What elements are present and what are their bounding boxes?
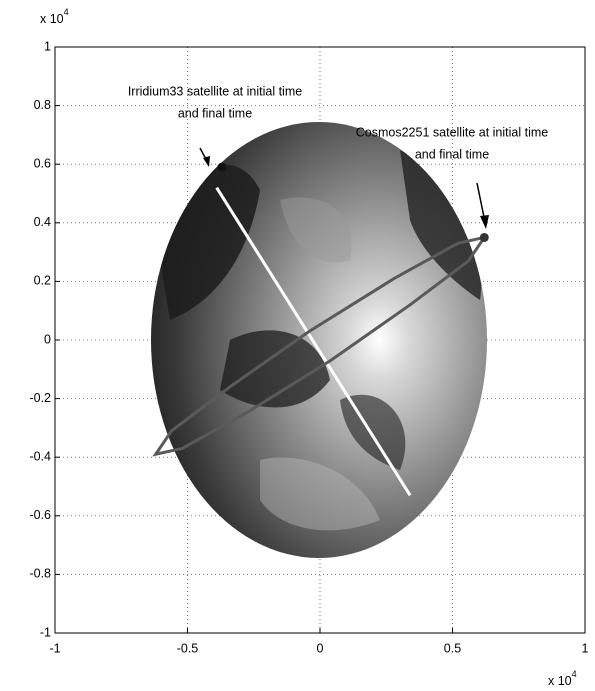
y-tick-label: -0.8	[29, 567, 51, 581]
multiplier-base: x 10	[548, 674, 572, 688]
plot	[152, 162, 489, 497]
y-tick-label: 0.6	[34, 156, 51, 170]
annotation: and final time	[178, 106, 252, 120]
y-tick-label: -0.4	[29, 449, 51, 463]
multiplier-exponent: 4	[64, 7, 69, 17]
annotation: Cosmos2251 satellite at initial time	[356, 125, 548, 139]
x-tick-label: -0.5	[177, 641, 199, 655]
arrow-head	[480, 215, 489, 229]
y-multiplier: x 104	[40, 7, 69, 26]
y-tick-label: -0.6	[29, 508, 51, 522]
x-tick-label: -1	[49, 641, 60, 655]
arrow	[476, 182, 486, 223]
annotation: and final time	[415, 147, 489, 161]
multiplier-base: x 10	[40, 12, 64, 26]
x-multiplier: x 104	[548, 669, 577, 688]
satellite-point	[217, 162, 227, 172]
orbit-line	[215, 186, 412, 497]
x-tick-label: 0	[317, 641, 324, 655]
annotation: Irridium33 satellite at initial time	[128, 84, 302, 98]
earth	[151, 122, 487, 558]
orbit-line	[152, 235, 486, 457]
multiplier-exponent: 4	[572, 669, 577, 679]
y-tick-label: 0.8	[34, 98, 51, 112]
y-tick-label: 0	[44, 332, 51, 346]
y-tick-label: -0.2	[29, 391, 51, 405]
y-tick-label: 0.4	[34, 215, 51, 229]
x-tick-label: 0.5	[444, 641, 461, 655]
y-tick-label: 0.2	[34, 274, 51, 288]
x-tick-label: 1	[582, 641, 589, 655]
satellite-point	[479, 232, 489, 242]
arrow-head	[203, 156, 210, 167]
y-tick-label: -1	[40, 625, 51, 639]
y-tick-label: 1	[44, 39, 51, 53]
